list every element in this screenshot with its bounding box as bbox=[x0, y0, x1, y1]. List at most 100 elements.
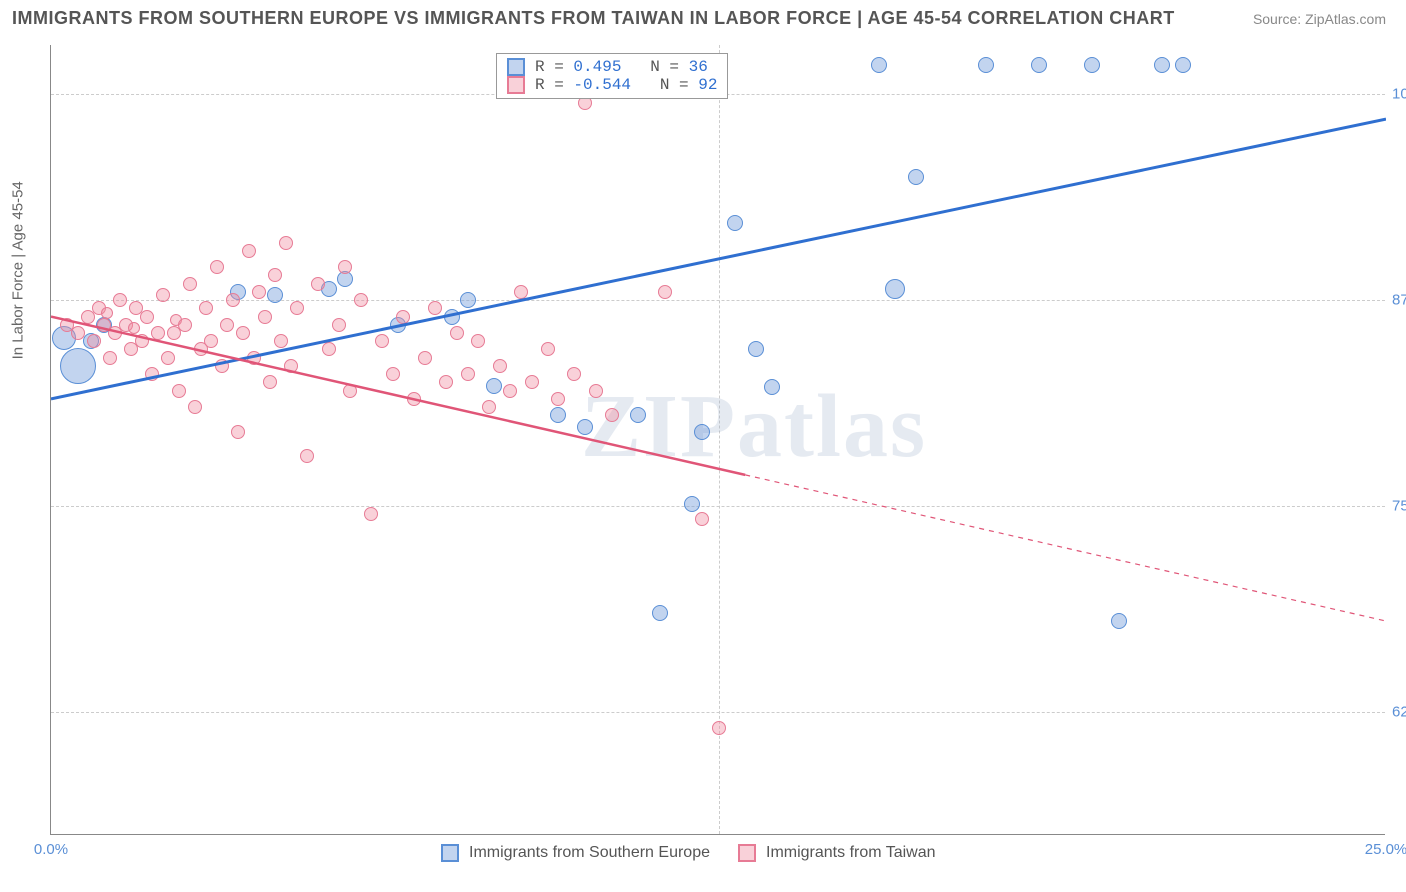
data-point bbox=[694, 424, 710, 440]
data-point bbox=[1031, 57, 1047, 73]
legend-swatch-icon bbox=[507, 58, 525, 76]
legend-swatch-icon bbox=[507, 76, 525, 94]
data-point bbox=[267, 287, 283, 303]
data-point bbox=[460, 292, 476, 308]
data-point bbox=[161, 351, 175, 365]
data-point bbox=[428, 301, 442, 315]
data-point bbox=[684, 496, 700, 512]
data-point bbox=[630, 407, 646, 423]
data-point bbox=[364, 507, 378, 521]
data-point bbox=[482, 400, 496, 414]
data-point bbox=[268, 268, 282, 282]
data-point bbox=[231, 425, 245, 439]
data-point bbox=[375, 334, 389, 348]
watermark-text: ZIPatlas bbox=[581, 375, 927, 478]
data-point bbox=[577, 419, 593, 435]
data-point bbox=[567, 367, 581, 381]
data-point bbox=[541, 342, 555, 356]
data-point bbox=[354, 293, 368, 307]
data-point bbox=[727, 215, 743, 231]
data-point bbox=[1175, 57, 1191, 73]
legend-item: Immigrants from Southern Europe bbox=[441, 844, 710, 862]
legend-stats: R = 0.495 N = 36 bbox=[535, 58, 708, 76]
legend-row: R = 0.495 N = 36 bbox=[507, 58, 717, 76]
series-legend: Immigrants from Southern Europe Immigrant… bbox=[441, 844, 936, 862]
data-point bbox=[113, 293, 127, 307]
y-tick-label: 87.5% bbox=[1392, 292, 1406, 309]
data-point bbox=[338, 260, 352, 274]
data-point bbox=[151, 326, 165, 340]
data-point bbox=[215, 359, 229, 373]
data-point bbox=[128, 322, 140, 334]
data-point bbox=[908, 169, 924, 185]
data-point bbox=[220, 318, 234, 332]
data-point bbox=[525, 375, 539, 389]
data-point bbox=[658, 285, 672, 299]
y-tick-label: 62.5% bbox=[1392, 703, 1406, 720]
data-point bbox=[279, 236, 293, 250]
data-point bbox=[226, 293, 240, 307]
data-point bbox=[263, 375, 277, 389]
data-point bbox=[210, 260, 224, 274]
data-point bbox=[274, 334, 288, 348]
chart-title: IMMIGRANTS FROM SOUTHERN EUROPE VS IMMIG… bbox=[12, 8, 1175, 29]
data-point bbox=[311, 277, 325, 291]
data-point bbox=[396, 310, 410, 324]
data-point bbox=[493, 359, 507, 373]
data-point bbox=[605, 408, 619, 422]
legend-row: R = -0.544 N = 92 bbox=[507, 76, 717, 94]
legend-swatch-icon bbox=[441, 844, 459, 862]
gridline-v bbox=[719, 45, 720, 834]
data-point bbox=[439, 375, 453, 389]
correlation-legend: R = 0.495 N = 36R = -0.544 N = 92 bbox=[496, 53, 728, 99]
data-point bbox=[183, 277, 197, 291]
data-point bbox=[695, 512, 709, 526]
data-point bbox=[444, 309, 460, 325]
data-point bbox=[712, 721, 726, 735]
data-point bbox=[188, 400, 202, 414]
data-point bbox=[87, 334, 101, 348]
legend-label: Immigrants from Southern Europe bbox=[469, 844, 710, 862]
data-point bbox=[1154, 57, 1170, 73]
data-point bbox=[322, 342, 336, 356]
source-credit: Source: ZipAtlas.com bbox=[1253, 11, 1386, 27]
legend-label: Immigrants from Taiwan bbox=[766, 844, 936, 862]
data-point bbox=[407, 392, 421, 406]
data-point bbox=[514, 285, 528, 299]
data-point bbox=[764, 379, 780, 395]
data-point bbox=[386, 367, 400, 381]
data-point bbox=[247, 351, 261, 365]
data-point bbox=[60, 348, 96, 384]
data-point bbox=[172, 384, 186, 398]
data-point bbox=[284, 359, 298, 373]
data-point bbox=[242, 244, 256, 258]
data-point bbox=[135, 334, 149, 348]
x-tick-label: 25.0% bbox=[1365, 841, 1406, 858]
data-point bbox=[748, 341, 764, 357]
data-point bbox=[140, 310, 154, 324]
data-point bbox=[503, 384, 517, 398]
data-point bbox=[145, 367, 159, 381]
data-point bbox=[236, 326, 250, 340]
data-point bbox=[290, 301, 304, 315]
data-point bbox=[450, 326, 464, 340]
data-point bbox=[156, 288, 170, 302]
data-point bbox=[418, 351, 432, 365]
data-point bbox=[1111, 613, 1127, 629]
legend-stats: R = -0.544 N = 92 bbox=[535, 76, 717, 94]
data-point bbox=[332, 318, 346, 332]
data-point bbox=[551, 392, 565, 406]
x-tick-label: 0.0% bbox=[34, 841, 68, 858]
data-point bbox=[978, 57, 994, 73]
data-point bbox=[300, 449, 314, 463]
legend-item: Immigrants from Taiwan bbox=[738, 844, 936, 862]
scatter-plot-area: ZIPatlas R = 0.495 N = 36R = -0.544 N = … bbox=[50, 45, 1385, 835]
data-point bbox=[258, 310, 272, 324]
data-point bbox=[486, 378, 502, 394]
data-point bbox=[252, 285, 266, 299]
data-point bbox=[343, 384, 357, 398]
legend-swatch-icon bbox=[738, 844, 756, 862]
data-point bbox=[178, 318, 192, 332]
data-point bbox=[550, 407, 566, 423]
data-point bbox=[461, 367, 475, 381]
